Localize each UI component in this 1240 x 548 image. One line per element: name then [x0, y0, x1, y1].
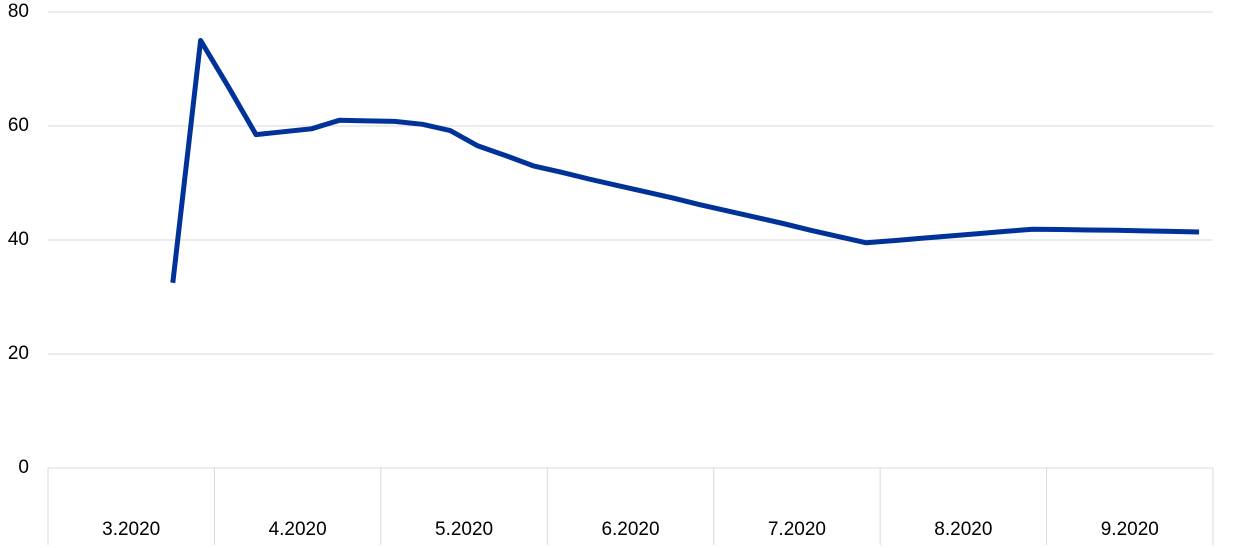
y-tick-label: 0	[18, 457, 29, 478]
x-tick-label: 6.2020	[601, 519, 659, 540]
y-tick-label: 20	[8, 343, 29, 364]
x-tick-label: 3.2020	[102, 519, 160, 540]
x-tick-label: 8.2020	[934, 519, 992, 540]
x-tick-label: 4.2020	[269, 519, 327, 540]
y-tick-label: 80	[8, 1, 29, 22]
y-tick-label: 60	[8, 115, 29, 136]
y-tick-label: 40	[8, 229, 29, 250]
x-tick-label: 7.2020	[768, 519, 826, 540]
x-tick-label: 5.2020	[435, 519, 493, 540]
data-line	[170, 38, 1200, 284]
x-tick-label: 9.2020	[1101, 519, 1159, 540]
